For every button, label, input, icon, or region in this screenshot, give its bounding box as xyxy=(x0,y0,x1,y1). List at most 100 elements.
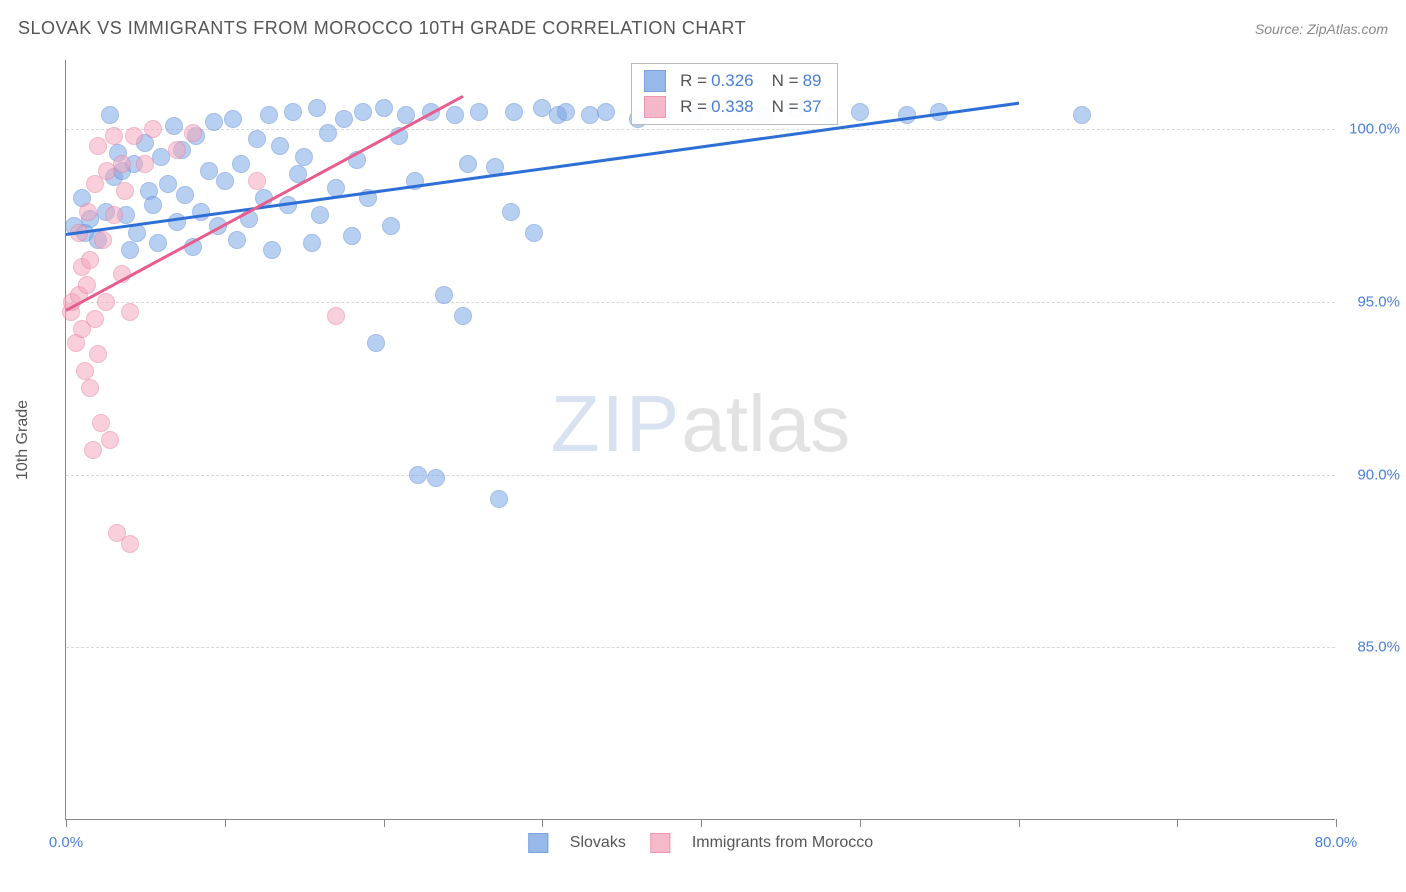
stat-r-label: R = xyxy=(680,71,707,91)
data-point xyxy=(192,203,210,221)
stats-row: R = 0.326 N = 89 xyxy=(632,68,837,94)
data-point xyxy=(159,175,177,193)
data-point xyxy=(121,303,139,321)
data-point xyxy=(205,113,223,131)
data-point xyxy=(505,103,523,121)
watermark: ZIPatlas xyxy=(551,378,850,470)
data-point xyxy=(216,172,234,190)
stat-r-label: R = xyxy=(680,97,707,117)
x-tick xyxy=(1019,819,1020,827)
data-point xyxy=(335,110,353,128)
legend-swatch xyxy=(528,833,548,853)
data-point xyxy=(454,307,472,325)
legend-swatch xyxy=(650,833,670,853)
x-tick xyxy=(1177,819,1178,827)
data-point xyxy=(86,175,104,193)
x-tick xyxy=(1336,819,1337,827)
legend-item: Immigrants from Morocco xyxy=(650,833,873,853)
data-point xyxy=(557,103,575,121)
stat-n-value: 89 xyxy=(803,71,822,91)
legend-swatch xyxy=(644,70,666,92)
data-point xyxy=(295,148,313,166)
data-point xyxy=(367,334,385,352)
data-point xyxy=(271,137,289,155)
stat-r-value: 0.326 xyxy=(711,71,754,91)
stat-n-label: N = xyxy=(772,71,799,91)
stat-n-label: N = xyxy=(772,97,799,117)
data-point xyxy=(311,206,329,224)
data-point xyxy=(168,141,186,159)
data-point xyxy=(81,379,99,397)
bottom-legend: Slovaks Immigrants from Morocco xyxy=(528,833,873,853)
data-point xyxy=(446,106,464,124)
data-point xyxy=(228,231,246,249)
data-point xyxy=(76,362,94,380)
data-point xyxy=(1073,106,1091,124)
data-point xyxy=(121,535,139,553)
data-point xyxy=(284,103,302,121)
data-point xyxy=(78,276,96,294)
x-tick xyxy=(860,819,861,827)
chart-title: SLOVAK VS IMMIGRANTS FROM MOROCCO 10TH G… xyxy=(18,18,746,39)
data-point xyxy=(200,162,218,180)
data-point xyxy=(144,120,162,138)
y-tick-label: 95.0% xyxy=(1340,293,1400,310)
x-tick xyxy=(701,819,702,827)
data-point xyxy=(144,196,162,214)
stat-r-value: 0.338 xyxy=(711,97,754,117)
data-point xyxy=(382,217,400,235)
data-point xyxy=(435,286,453,304)
data-point xyxy=(459,155,477,173)
data-point xyxy=(354,103,372,121)
stat-n-value: 37 xyxy=(803,97,822,117)
data-point xyxy=(851,103,869,121)
data-point xyxy=(121,241,139,259)
data-point xyxy=(409,466,427,484)
y-tick-label: 90.0% xyxy=(1340,466,1400,483)
stats-row: R = 0.338 N = 37 xyxy=(632,94,837,120)
data-point xyxy=(101,106,119,124)
x-tick xyxy=(542,819,543,827)
data-point xyxy=(136,155,154,173)
data-point xyxy=(94,231,112,249)
data-point xyxy=(248,172,266,190)
x-tick-label: 0.0% xyxy=(49,834,83,851)
source-attribution: Source: ZipAtlas.com xyxy=(1255,21,1388,37)
data-point xyxy=(116,182,134,200)
y-tick-label: 100.0% xyxy=(1340,121,1400,138)
x-tick xyxy=(66,819,67,827)
x-tick xyxy=(384,819,385,827)
trend-line xyxy=(65,95,463,311)
data-point xyxy=(232,155,250,173)
data-point xyxy=(597,103,615,121)
data-point xyxy=(81,251,99,269)
data-point xyxy=(263,241,281,259)
data-point xyxy=(319,124,337,142)
x-tick xyxy=(225,819,226,827)
legend-label: Slovaks xyxy=(570,834,626,852)
data-point xyxy=(427,469,445,487)
data-point xyxy=(375,99,393,117)
data-point xyxy=(260,106,278,124)
data-point xyxy=(327,307,345,325)
data-point xyxy=(248,130,266,148)
data-point xyxy=(86,310,104,328)
data-point xyxy=(308,99,326,117)
stats-legend-box: R = 0.326 N = 89 R = 0.338 N = 37 xyxy=(631,63,838,125)
data-point xyxy=(165,117,183,135)
plot-container: 10th Grade ZIPatlas 85.0%90.0%95.0%100.0… xyxy=(65,60,1335,820)
legend-item: Slovaks xyxy=(528,833,626,853)
y-axis-label: 10th Grade xyxy=(14,400,32,480)
x-tick-label: 80.0% xyxy=(1315,834,1358,851)
data-point xyxy=(176,186,194,204)
legend-swatch xyxy=(644,96,666,118)
y-tick-label: 85.0% xyxy=(1340,639,1400,656)
data-point xyxy=(113,155,131,173)
data-point xyxy=(343,227,361,245)
data-point xyxy=(97,293,115,311)
legend-label: Immigrants from Morocco xyxy=(692,834,873,852)
data-point xyxy=(490,490,508,508)
data-point xyxy=(79,203,97,221)
chart-header: SLOVAK VS IMMIGRANTS FROM MOROCCO 10TH G… xyxy=(18,18,1388,39)
data-point xyxy=(525,224,543,242)
